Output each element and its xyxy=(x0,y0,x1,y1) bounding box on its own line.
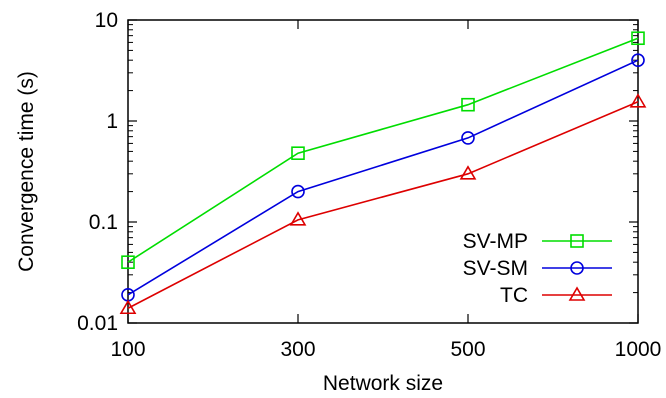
y-axis-title: Convergence time (s) xyxy=(15,71,38,272)
x-tick-label: 1000 xyxy=(615,338,662,361)
x-tick-label: 500 xyxy=(450,338,485,361)
data-point-square xyxy=(631,31,645,46)
y-tick-label: 0.1 xyxy=(89,211,118,234)
data-point-circle xyxy=(461,131,475,145)
series-line xyxy=(127,101,639,309)
y-tick-label: 1 xyxy=(106,110,118,133)
series-tc xyxy=(119,93,647,315)
legend-marker xyxy=(570,261,584,275)
data-point-circle xyxy=(631,53,645,67)
series-sv-sm xyxy=(121,53,645,302)
x-tick-label: 100 xyxy=(110,338,145,361)
x-tick-label: 300 xyxy=(280,338,315,361)
legend: SV-MP SV-SM TC xyxy=(463,230,612,307)
y-tick-label: 10 xyxy=(95,9,118,32)
y-tick-label: 0.01 xyxy=(77,312,118,335)
legend-label: SV-SM xyxy=(463,257,528,280)
data-point-triangle xyxy=(119,299,137,315)
x-axis-title: Network size xyxy=(323,372,443,395)
axis-ticks: 0.01 0.1 1 10 100 300 500 1000 xyxy=(77,9,661,361)
data-point-circle xyxy=(291,184,305,199)
data-point-triangle xyxy=(289,211,307,226)
series-layer xyxy=(119,31,647,315)
series-sv-mp xyxy=(121,31,645,269)
legend-label: TC xyxy=(500,284,528,307)
data-point-triangle xyxy=(459,165,477,180)
legend-marker xyxy=(568,286,586,301)
data-point-square xyxy=(291,146,305,160)
data-point-triangle xyxy=(629,93,647,108)
legend-marker xyxy=(570,234,584,248)
series-line xyxy=(127,37,639,263)
series-line xyxy=(127,59,639,296)
data-point-square xyxy=(121,255,135,269)
legend-label: SV-MP xyxy=(463,230,528,253)
plot-frame xyxy=(127,19,639,324)
data-point-square xyxy=(461,97,475,112)
